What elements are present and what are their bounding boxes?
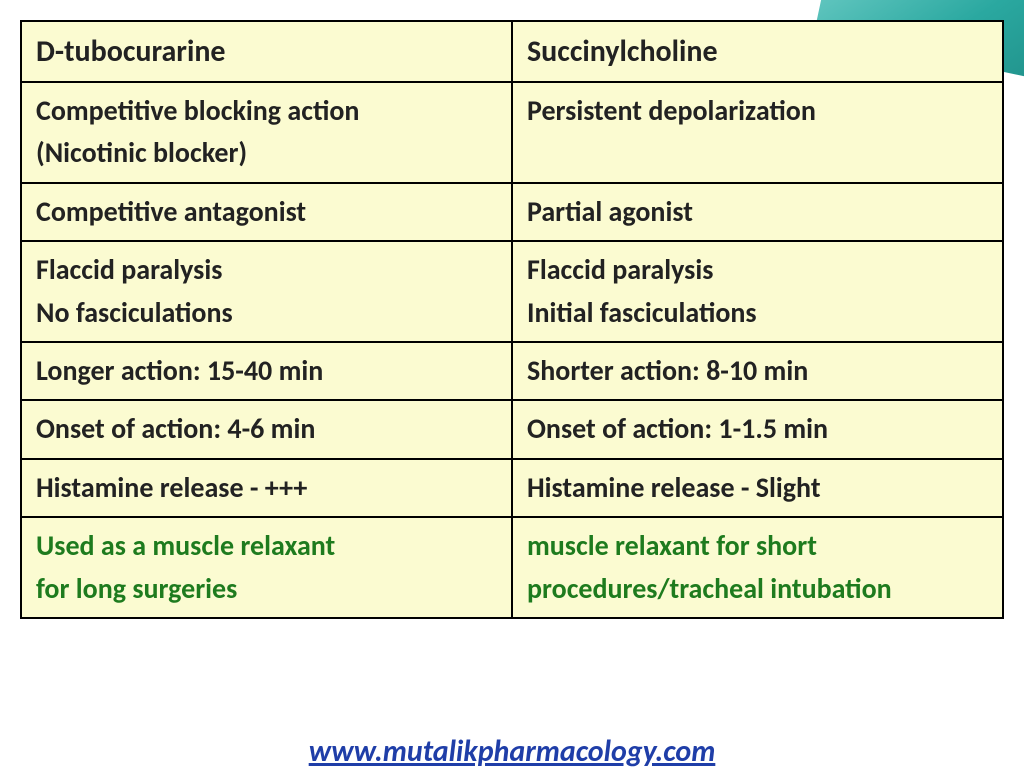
cell-left: Onset of action: 4-6 min	[21, 400, 512, 458]
table-row: Longer action: 15-40 min Shorter action: …	[21, 342, 1003, 400]
cell-text-line: Onset of action: 4-6 min	[36, 411, 497, 447]
cell-text-line: Used as a muscle relaxant	[36, 528, 497, 564]
cell-text-line: Shorter action: 8-10 min	[527, 353, 988, 389]
source-link[interactable]: www.mutalikpharmacology.com	[309, 733, 716, 770]
cell-text-line: (Nicotinic blocker)	[36, 135, 497, 171]
table-row: Flaccid paralysisNo fasciculationsFlacci…	[21, 241, 1003, 342]
comparison-table-body: D-tubocurarineSuccinylcholineCompetitive…	[21, 21, 1003, 618]
cell-right: Partial agonist	[512, 183, 1003, 241]
cell-text-line: Partial agonist	[527, 194, 988, 230]
cell-left: Longer action: 15-40 min	[21, 342, 512, 400]
cell-text-line: Persistent depolarization	[527, 93, 988, 129]
table-row: Competitive blocking action (Nicotinic bl…	[21, 82, 1003, 183]
cell-text-line: Histamine release - Slight	[527, 470, 988, 506]
table-row: Histamine release - +++ Histamine release…	[21, 459, 1003, 517]
table-row: Competitive antagonist Partial agonist	[21, 183, 1003, 241]
cell-right: Flaccid paralysis Initial fasciculations	[512, 241, 1003, 342]
cell-text-line: Flaccid paralysis	[527, 252, 988, 288]
cell-text-line: Initial fasciculations	[527, 295, 988, 331]
cell-right: Persistent depolarization	[512, 82, 1003, 183]
cell-text-line: Competitive blocking action	[36, 93, 497, 129]
cell-text-line: Flaccid paralysis	[36, 252, 497, 288]
comparison-table-container: D-tubocurarineSuccinylcholineCompetitive…	[20, 20, 1004, 619]
table-row: Onset of action: 4-6 min Onset of action:…	[21, 400, 1003, 458]
cell-text-line: Competitive antagonist	[36, 194, 497, 230]
column-header-left: D-tubocurarine	[21, 21, 512, 82]
cell-text-line: Histamine release - +++	[36, 470, 497, 506]
comparison-table: D-tubocurarineSuccinylcholineCompetitive…	[20, 20, 1004, 619]
table-header-row: D-tubocurarineSuccinylcholine	[21, 21, 1003, 82]
cell-right: muscle relaxant for short procedures/trac…	[512, 517, 1003, 618]
cell-text-line: Longer action: 15-40 min	[36, 353, 497, 389]
cell-text-line: No fasciculations	[36, 295, 497, 331]
column-header-right: Succinylcholine	[512, 21, 1003, 82]
cell-text-line: muscle relaxant for short	[527, 528, 988, 564]
cell-left: Flaccid paralysis No fasciculations	[21, 241, 512, 342]
cell-text-line: Onset of action: 1-1.5 min	[527, 411, 988, 447]
cell-left: Used as a muscle relaxant for long surger…	[21, 517, 512, 618]
table-row: Used as a muscle relaxant for long surger…	[21, 517, 1003, 618]
footer-link-container: www.mutalikpharmacology.com	[0, 733, 1024, 770]
cell-right: Histamine release - Slight	[512, 459, 1003, 517]
cell-left: Competitive blocking action (Nicotinic bl…	[21, 82, 512, 183]
cell-text-line: procedures/tracheal intubation	[527, 571, 988, 607]
cell-right: Shorter action: 8-10 min	[512, 342, 1003, 400]
cell-left: Histamine release - +++	[21, 459, 512, 517]
cell-right: Onset of action: 1-1.5 min	[512, 400, 1003, 458]
cell-text-line: for long surgeries	[36, 571, 497, 607]
cell-left: Competitive antagonist	[21, 183, 512, 241]
